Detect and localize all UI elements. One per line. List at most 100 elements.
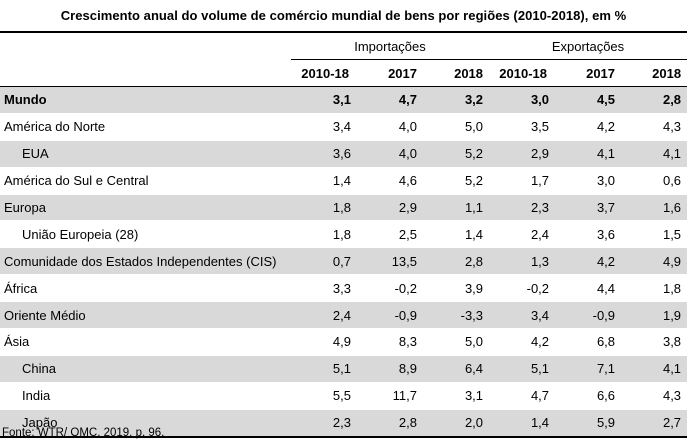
value-cell: 4,1 (621, 140, 687, 168)
header-group-row: Importações Exportações (0, 31, 687, 60)
source-footnote: Fonte: WTR/ OMC, 2019, p. 96. (2, 427, 165, 439)
value-cell: 3,0 (555, 167, 622, 195)
value-cell: 2,4 (291, 301, 357, 330)
value-cell: 2,7 (621, 409, 687, 438)
region-name-cell: Japão (0, 409, 291, 438)
value-cell: 1,6 (621, 194, 687, 222)
region-name-cell: África (0, 274, 291, 303)
year-header: 2010-18 (291, 59, 357, 87)
table-row: EUA 3,6 4,0 5,2 2,9 4,1 4,1 (0, 140, 687, 168)
value-cell: -0,9 (357, 301, 423, 330)
value-cell: 3,5 (489, 113, 556, 141)
value-cell: 3,9 (423, 274, 490, 303)
value-cell: 3,2 (423, 86, 490, 114)
value-cell: 6,6 (555, 382, 622, 410)
region-name-cell: Comunidade dos Estados Independentes (CI… (0, 247, 291, 276)
value-cell: 7,1 (555, 355, 622, 383)
value-cell: 2,8 (621, 86, 687, 114)
value-cell: 4,1 (621, 355, 687, 383)
value-cell: 1,4 (423, 220, 490, 249)
table-row: China 5,1 8,9 6,4 5,1 7,1 4,1 (0, 355, 687, 383)
value-cell: 4,6 (357, 167, 423, 195)
value-cell: 1,7 (489, 167, 556, 195)
table-row: África 3,3 -0,2 3,9 -0,2 4,4 1,8 (0, 274, 687, 303)
value-cell: 1,9 (621, 301, 687, 330)
value-cell: 13,5 (357, 247, 423, 276)
value-cell: 2,9 (489, 140, 556, 168)
value-cell: 4,0 (357, 140, 423, 168)
value-cell: 4,9 (621, 247, 687, 276)
value-cell: -0,9 (555, 301, 622, 330)
table-title: Crescimento anual do volume de comércio … (60, 8, 627, 23)
year-header: 2018 (621, 59, 687, 87)
region-name-cell: Ásia (0, 328, 291, 356)
value-cell: 2,3 (291, 409, 357, 438)
value-cell: 4,0 (357, 113, 423, 141)
value-cell: -0,2 (489, 274, 556, 303)
year-header: 2017 (357, 59, 423, 87)
value-cell: 5,2 (423, 140, 490, 168)
value-cell: 3,3 (291, 274, 357, 303)
value-cell: 6,8 (555, 328, 622, 356)
value-cell: 5,0 (423, 328, 490, 356)
value-cell: 3,1 (291, 86, 357, 114)
value-cell: 4,7 (357, 86, 423, 114)
value-cell: 2,3 (489, 194, 556, 222)
header-blank-year (0, 59, 291, 87)
region-name-cell: Europa (0, 194, 291, 222)
region-name-cell: União Europeia (28) (0, 220, 291, 249)
value-cell: 4,2 (489, 328, 556, 356)
value-cell: 2,9 (357, 194, 423, 222)
table-row: União Europeia (28) 1,8 2,5 1,4 2,4 3,6 1,5 (0, 220, 687, 249)
value-cell: 1,1 (423, 194, 490, 222)
value-cell: 1,4 (489, 409, 556, 438)
value-cell: 4,4 (555, 274, 622, 303)
value-cell: 1,8 (291, 194, 357, 222)
value-cell: 8,9 (357, 355, 423, 383)
value-cell: 4,7 (489, 382, 556, 410)
region-name-cell: América do Norte (0, 113, 291, 141)
table-row: Oriente Médio 2,4 -0,9 -3,3 3,4 -0,9 1,9 (0, 301, 687, 330)
year-header: 2010-18 (489, 59, 556, 87)
value-cell: 1,3 (489, 247, 556, 276)
value-cell: 1,8 (291, 220, 357, 249)
table-row: India 5,5 11,7 3,1 4,7 6,6 4,3 (0, 382, 687, 410)
value-cell: 3,7 (555, 194, 622, 222)
value-cell: 4,3 (621, 382, 687, 410)
table-row: Ásia 4,9 8,3 5,0 4,2 6,8 3,8 (0, 328, 687, 356)
value-cell: 5,5 (291, 382, 357, 410)
value-cell: 2,8 (357, 409, 423, 438)
value-cell: -0,2 (357, 274, 423, 303)
value-cell: 4,1 (555, 140, 622, 168)
value-cell: 4,5 (555, 86, 622, 114)
value-cell: 5,9 (555, 409, 622, 438)
header-year-row: 2010-18 2017 2018 2010-18 2017 2018 (0, 59, 687, 87)
value-cell: 4,9 (291, 328, 357, 356)
value-cell: 3,8 (621, 328, 687, 356)
value-cell: 5,1 (489, 355, 556, 383)
value-cell: -3,3 (423, 301, 490, 330)
year-header: 2017 (555, 59, 622, 87)
value-cell: 2,0 (423, 409, 490, 438)
exports-header: Exportações (489, 31, 687, 60)
table-row: Europa 1,8 2,9 1,1 2,3 3,7 1,6 (0, 194, 687, 222)
table-row: América do Sul e Central 1,4 4,6 5,2 1,7 3,0 0… (0, 167, 687, 195)
value-cell: 0,6 (621, 167, 687, 195)
value-cell: 5,0 (423, 113, 490, 141)
value-cell: 4,2 (555, 113, 622, 141)
value-cell: 1,8 (621, 274, 687, 303)
value-cell: 4,2 (555, 247, 622, 276)
value-cell: 5,2 (423, 167, 490, 195)
table-body: Mundo 3,1 4,7 3,2 3,0 4,5 2,8 América do Norte 3… (0, 86, 687, 438)
table-row: Mundo 3,1 4,7 3,2 3,0 4,5 2,8 (0, 86, 687, 114)
value-cell: 4,3 (621, 113, 687, 141)
value-cell: 11,7 (357, 382, 423, 410)
table-row: América do Norte 3,4 4,0 5,0 3,5 4,2 4,3 (0, 113, 687, 141)
region-name-cell: América do Sul e Central (0, 167, 291, 195)
value-cell: 0,7 (291, 247, 357, 276)
year-header: 2018 (423, 59, 490, 87)
value-cell: 6,4 (423, 355, 490, 383)
imports-header: Importações (291, 31, 490, 60)
value-cell: 3,1 (423, 382, 490, 410)
